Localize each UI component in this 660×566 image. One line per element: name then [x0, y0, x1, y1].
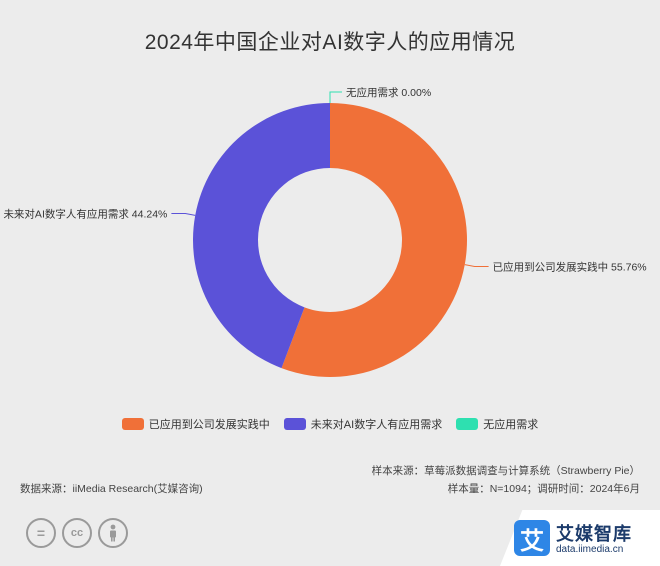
sample-source: 样本来源：草莓派数据调查与计算系统（Strawberry Pie） — [371, 465, 640, 477]
slice-label-none: 无应用需求 0.00% — [346, 86, 431, 99]
brand-block[interactable]: 艾 艾媒智库 data.iimedia.cn — [500, 510, 660, 566]
legend-item-applied[interactable]: 已应用到公司发展实践中 — [121, 416, 270, 432]
license-icons: = cc — [26, 518, 128, 548]
data-source: 数据来源：iiMedia Research(艾媒咨询) — [20, 483, 203, 495]
equals-icon: = — [26, 518, 56, 548]
chart-title: 2024年中国企业对AI数字人的应用情况 — [144, 31, 516, 54]
legend-item-none[interactable]: 无应用需求 — [456, 416, 538, 432]
legend-label-applied: 已应用到公司发展实践中 — [148, 419, 270, 431]
legend-swatch-future — [283, 418, 306, 430]
slice-applied[interactable] — [281, 103, 468, 377]
brand-name: 艾媒智库 — [556, 524, 632, 544]
slice-label-applied: 已应用到公司发展实践中 55.76% — [493, 260, 647, 273]
legend-swatch-none — [456, 418, 479, 430]
person-icon — [98, 518, 128, 548]
sample-info: 样本量：N=1094；调研时间：2024年6月 — [447, 483, 640, 495]
slice-future[interactable] — [193, 103, 330, 369]
slice-label-applied-leader — [464, 264, 489, 267]
legend-label-future: 未来对AI数字人有应用需求 — [310, 419, 443, 431]
legend-label-none: 无应用需求 — [483, 419, 539, 431]
slice-label-future-leader — [171, 213, 196, 216]
chart-legend: 已应用到公司发展实践中 未来对AI数字人有应用需求 无应用需求 — [0, 416, 660, 432]
legend-swatch-applied — [121, 418, 144, 430]
slice-label-future: 未来对AI数字人有应用需求 44.24% — [3, 208, 167, 221]
brand-url: data.iimedia.cn — [556, 544, 624, 555]
brand-logo-icon: 艾 — [514, 520, 550, 556]
cc-icon: cc — [62, 518, 92, 548]
legend-item-future[interactable]: 未来对AI数字人有应用需求 — [283, 416, 443, 432]
slice-label-none-leader — [329, 91, 342, 103]
